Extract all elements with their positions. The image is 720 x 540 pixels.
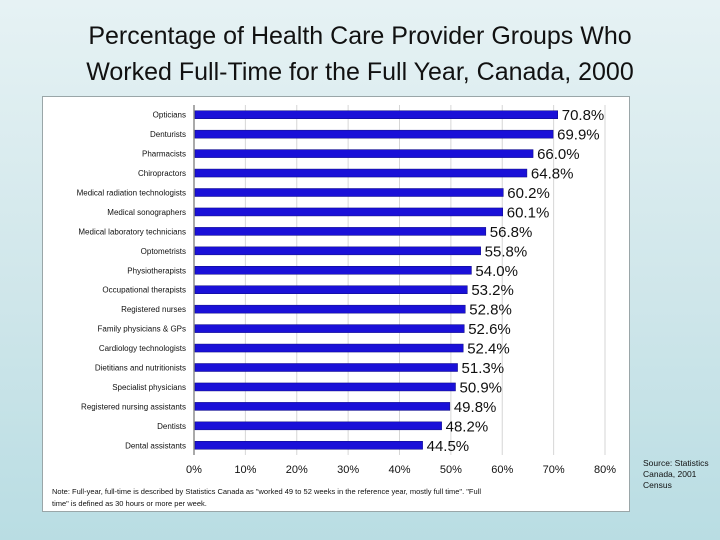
bar	[194, 266, 472, 275]
value-label: 66.0%	[537, 146, 580, 163]
bar	[194, 207, 504, 217]
bar	[194, 110, 558, 119]
bar	[194, 324, 465, 333]
category-label: Chiropractors	[138, 169, 186, 178]
bar	[194, 343, 464, 353]
value-label: 70.8%	[562, 107, 605, 124]
bar	[194, 363, 458, 372]
chart-panel: 0% 10% 20% 30% 40% 50% 60% 70% 80% Opticians 70.8%…	[42, 96, 630, 512]
value-label: 64.8%	[531, 166, 574, 183]
category-label: Medical sonographers	[107, 208, 186, 217]
value-label: 52.4%	[467, 341, 510, 358]
bar	[194, 402, 451, 411]
bar-chart: 0% 10% 20% 30% 40% 50% 60% 70% 80% Opticians 70.8%…	[77, 105, 616, 476]
category-label: Denturists	[150, 130, 186, 139]
category-label: Cardiology technologists	[99, 344, 186, 353]
bar	[194, 246, 481, 256]
slide-title-line-1: Percentage of Health Care Provider Group…	[88, 22, 632, 50]
x-tick-label: 10%	[234, 464, 256, 476]
value-label: 44.5%	[427, 438, 470, 455]
value-label: 69.9%	[557, 127, 600, 144]
value-label: 49.8%	[454, 399, 497, 416]
category-label: Registered nurses	[121, 305, 186, 314]
value-label: 56.8%	[490, 224, 533, 241]
value-label: 53.2%	[471, 282, 514, 299]
chart-note: Note: Full-year, full-time is described …	[52, 487, 482, 508]
category-label: Physiotherapists	[127, 266, 186, 275]
category-label: Medical laboratory technicians	[78, 227, 186, 236]
value-label: 60.1%	[507, 204, 550, 221]
value-label: 52.8%	[469, 302, 512, 319]
category-label: Family physicians & GPs	[98, 325, 186, 334]
bar	[194, 168, 528, 178]
category-label: Optometrists	[141, 247, 186, 256]
bar	[194, 421, 442, 431]
bar	[194, 188, 504, 197]
x-tick-label: 60%	[491, 464, 513, 476]
slide-title: Percentage of Health Care Provider Group…	[0, 18, 720, 90]
source-text: Source: Statistics Canada, 2001 Census	[643, 458, 709, 490]
value-label: 55.8%	[485, 243, 528, 260]
x-tick-label: 20%	[286, 464, 308, 476]
category-label: Registered nursing assistants	[81, 402, 186, 411]
category-label: Occupational therapists	[102, 286, 186, 295]
category-label: Dentists	[157, 422, 186, 431]
category-label: Specialist physicians	[112, 383, 186, 392]
x-tick-label: 80%	[594, 464, 616, 476]
bar	[194, 382, 456, 392]
category-label: Opticians	[153, 111, 186, 120]
value-label: 50.9%	[459, 379, 502, 396]
value-label: 51.3%	[462, 360, 505, 377]
bar	[194, 304, 466, 314]
bar	[194, 441, 423, 450]
category-label: Dietitians and nutritionists	[95, 364, 186, 373]
x-tick-label: 70%	[543, 464, 565, 476]
value-label: 54.0%	[475, 263, 518, 280]
value-label: 52.6%	[468, 321, 511, 338]
x-tick-label: 40%	[388, 464, 410, 476]
bar	[194, 285, 468, 294]
bar	[194, 227, 487, 236]
x-tick-label: 0%	[186, 464, 202, 476]
value-label: 48.2%	[446, 418, 489, 435]
x-tick-label: 30%	[337, 464, 359, 476]
bar	[194, 129, 554, 139]
category-label: Medical radiation technologists	[77, 189, 186, 198]
slide-title-line-2: Worked Full-Time for the Full Year, Cana…	[86, 58, 634, 86]
value-label: 60.2%	[507, 185, 550, 202]
category-label: Dental assistants	[125, 441, 186, 450]
x-tick-label: 50%	[440, 464, 462, 476]
bar	[194, 149, 534, 158]
category-label: Pharmacists	[142, 150, 186, 159]
